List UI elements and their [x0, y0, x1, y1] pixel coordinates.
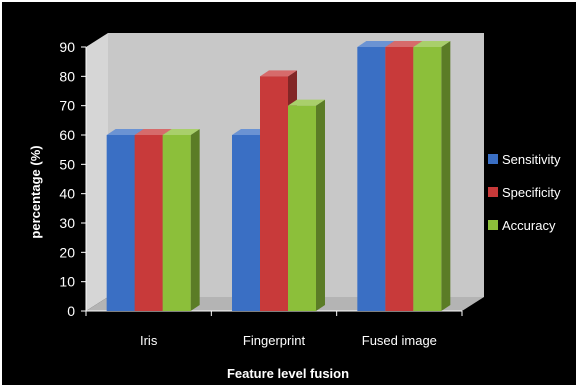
- legend: Sensitivity Specificity Accuracy: [488, 152, 561, 233]
- legend-label: Specificity: [502, 185, 561, 200]
- legend-swatch: [488, 187, 498, 197]
- y-tick-label: 30: [59, 215, 75, 231]
- y-tick-label: 50: [59, 156, 75, 172]
- x-tick-label: Fingerprint: [243, 333, 306, 348]
- y-tick-label: 80: [59, 68, 75, 84]
- y-tick-label: 20: [59, 244, 75, 260]
- bar-top: [162, 129, 200, 135]
- bar-front: [134, 135, 163, 311]
- y-tick-label: 70: [59, 98, 75, 114]
- y-tick-label: 40: [59, 186, 75, 202]
- bar-front: [260, 76, 288, 311]
- y-axis-title: percentage (%): [28, 145, 43, 238]
- side-wall: [86, 33, 108, 311]
- bar-top: [357, 41, 395, 47]
- bar-side: [316, 99, 325, 312]
- bar-top: [106, 129, 144, 135]
- bar-side: [441, 41, 451, 311]
- bar-front: [385, 47, 414, 311]
- bar-front: [162, 135, 191, 311]
- x-tick-label: Fused image: [362, 333, 437, 348]
- bar-top: [232, 129, 269, 135]
- y-tick-label: 60: [59, 127, 75, 143]
- bar: [413, 41, 451, 311]
- bar: [162, 129, 200, 311]
- y-tick-label: 90: [59, 39, 75, 55]
- bar-top: [134, 129, 172, 135]
- y-tick-label: 10: [59, 274, 75, 290]
- bar-front: [288, 105, 316, 312]
- bar-top: [385, 41, 423, 47]
- y-tick-label: 0: [67, 303, 75, 319]
- bar: [288, 99, 325, 312]
- x-tick-label: Iris: [140, 333, 158, 348]
- legend-label: Sensitivity: [502, 152, 561, 167]
- x-axis-title: Feature level fusion: [227, 366, 349, 381]
- legend-swatch: [488, 154, 498, 164]
- bar-front: [357, 47, 386, 311]
- bars: [106, 41, 451, 312]
- bar-front: [232, 135, 260, 311]
- bar-front: [106, 135, 135, 311]
- bar-side: [190, 129, 200, 311]
- bar-top: [288, 99, 325, 106]
- x-axis: Iris Fingerprint Fused image: [85, 311, 463, 348]
- bar-front: [413, 47, 442, 311]
- legend-label: Accuracy: [502, 218, 556, 233]
- bar-top: [260, 70, 297, 77]
- bar-top: [413, 41, 451, 47]
- legend-swatch: [488, 220, 498, 230]
